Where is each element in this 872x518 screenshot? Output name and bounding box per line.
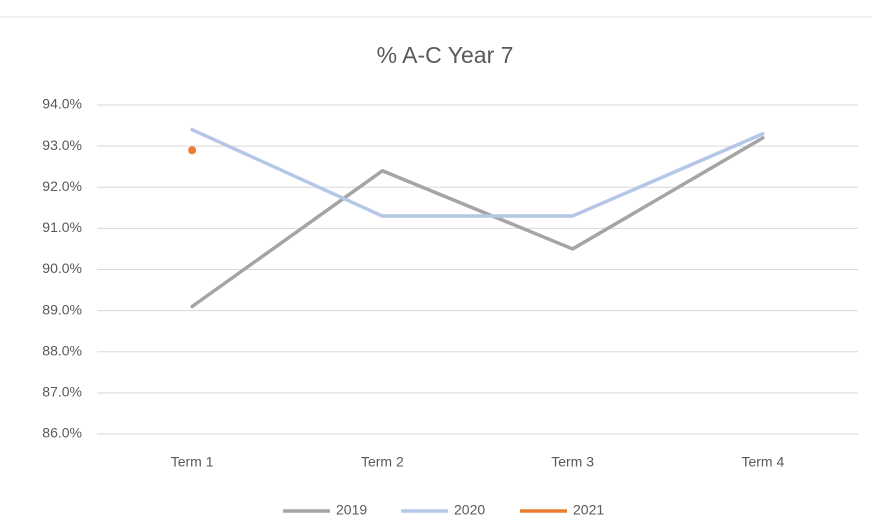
y-tick-label: 93.0%: [42, 137, 82, 153]
legend-label: 2019: [336, 502, 367, 518]
legend-label: 2021: [573, 502, 604, 518]
point: [188, 146, 197, 155]
line: [190, 127, 765, 218]
y-tick-label: 94.0%: [42, 96, 82, 112]
y-tick-label: 87.0%: [42, 384, 82, 400]
line: [190, 136, 765, 309]
x-tick-label: Term 4: [741, 454, 784, 470]
y-tick-label: 89.0%: [42, 301, 82, 317]
chart-title: % A-C Year 7: [377, 42, 514, 68]
y-tick-label: 91.0%: [42, 219, 82, 235]
y-tick-label: 90.0%: [42, 260, 82, 276]
y-tick-label: 88.0%: [42, 342, 82, 358]
y-tick-label: 86.0%: [42, 425, 82, 441]
y-tick-label: 92.0%: [42, 178, 82, 194]
x-tick-label: Term 1: [171, 454, 214, 470]
legend-label: 2020: [454, 502, 485, 518]
x-tick-label: Term 2: [361, 454, 404, 470]
x-tick-label: Term 3: [551, 454, 594, 470]
